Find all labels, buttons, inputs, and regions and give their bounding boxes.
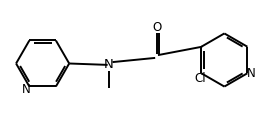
Text: N: N [104, 58, 114, 71]
Text: N: N [21, 83, 30, 96]
Text: O: O [152, 21, 161, 34]
Text: Cl: Cl [194, 72, 206, 85]
Text: N: N [247, 67, 256, 80]
